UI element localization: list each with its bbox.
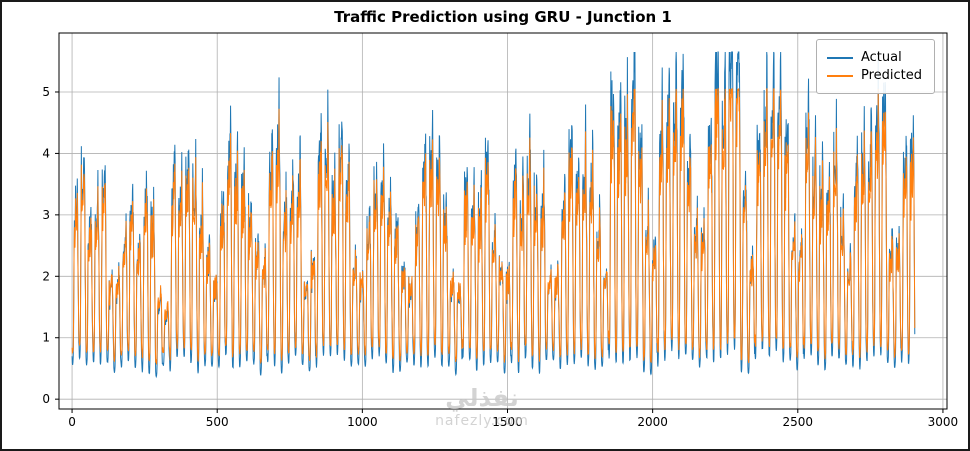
svg-text:0: 0 <box>42 392 50 406</box>
predicted-line-swatch <box>826 74 853 77</box>
legend-entry-actual: Actual <box>826 50 922 65</box>
svg-text:2: 2 <box>42 269 50 283</box>
svg-text:0: 0 <box>68 415 76 429</box>
svg-text:1: 1 <box>42 331 50 345</box>
svg-text:4: 4 <box>42 146 50 160</box>
svg-text:3000: 3000 <box>928 415 959 429</box>
legend-label-predicted: Predicted <box>860 68 922 83</box>
chart-legend: Actual Predicted <box>815 39 935 94</box>
legend-label-actual: Actual <box>860 50 902 65</box>
svg-text:2500: 2500 <box>783 415 814 429</box>
svg-text:3: 3 <box>42 208 50 222</box>
chart-title: Traffic Prediction using GRU - Junction … <box>334 8 672 26</box>
svg-text:2000: 2000 <box>637 415 668 429</box>
legend-entry-predicted: Predicted <box>826 68 922 83</box>
svg-text:5: 5 <box>42 85 50 99</box>
actual-line-swatch <box>826 56 853 59</box>
svg-text:1500: 1500 <box>492 415 523 429</box>
svg-text:500: 500 <box>206 415 229 429</box>
svg-text:1000: 1000 <box>347 415 378 429</box>
